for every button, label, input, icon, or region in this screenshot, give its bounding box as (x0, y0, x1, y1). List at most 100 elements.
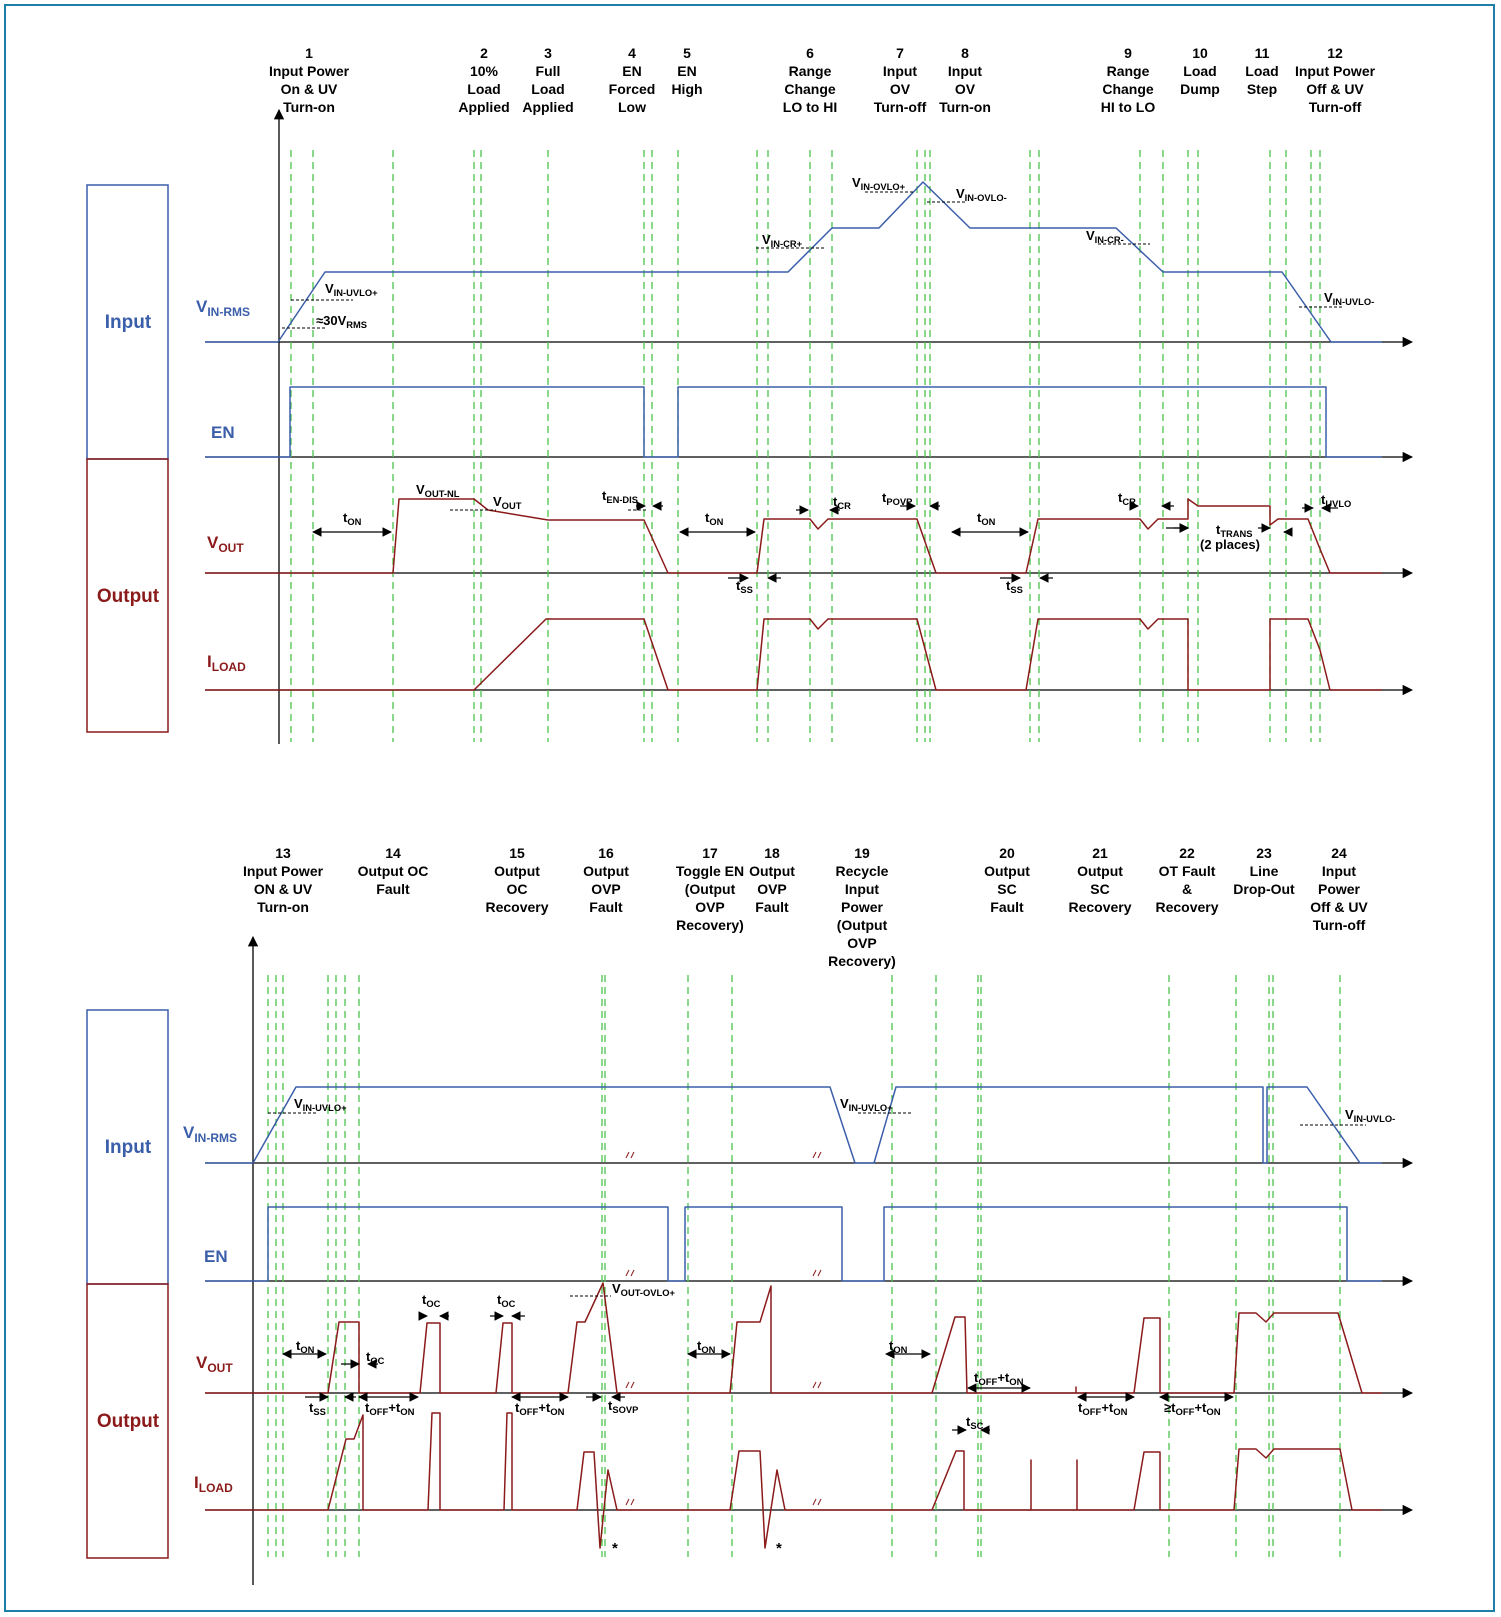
event-label-line: OC (507, 881, 528, 897)
annotation-label: ≈30VRMS (316, 313, 367, 330)
event-label-line: Fault (755, 899, 789, 915)
event-guides-bottom (267, 975, 1341, 1557)
event-label-line: Turn-on (939, 99, 991, 115)
event-header: 11 Load Step (1245, 45, 1278, 97)
event-label-line: Recovery (1155, 899, 1218, 915)
annotation-label: VIN-CR- (1086, 228, 1124, 245)
event-label-line: EN (677, 63, 696, 79)
event-header: 9 Range Change HI to LO (1101, 45, 1156, 115)
toff-ton-label: tOFF+tON (1078, 1400, 1128, 1418)
event-number: 12 (1327, 45, 1343, 61)
axis-breaks (625, 1151, 822, 1506)
event-label-line: Output (494, 863, 540, 879)
event-number: 20 (999, 845, 1015, 861)
event-number: 7 (896, 45, 904, 61)
event-label-line: Input Power (1295, 63, 1376, 79)
event-header: 12 Input Power Off & UV Turn-off (1295, 45, 1376, 115)
annotation-label: tEN-DIS (602, 488, 638, 505)
event-header: 19 Recycle Input Power (Output OVP Recovery) (828, 845, 896, 969)
event-number: 2 (480, 45, 488, 61)
en-label-bottom: EN (204, 1247, 228, 1266)
toff-ton-label: tOFF+tON (974, 1370, 1024, 1388)
event-number: 15 (509, 845, 525, 861)
event-label-line: On & UV (281, 81, 338, 97)
event-number: 11 (1255, 45, 1270, 61)
event-number: 19 (854, 845, 870, 861)
event-number: 5 (683, 45, 691, 61)
vout-label-bottom: VOUT (196, 1353, 233, 1375)
event-number: 4 (628, 45, 636, 61)
event-number: 24 (1331, 845, 1347, 861)
event-number: 14 (385, 845, 401, 861)
event-label-line: Change (1102, 81, 1154, 97)
vin-label-bottom: VIN-RMS (183, 1123, 237, 1145)
vout-label-top: VOUT (207, 533, 244, 555)
annotation-label: VOUT-OVLO+ (612, 1281, 675, 1298)
event-label-line: Applied (458, 99, 509, 115)
event-label-line: Load (1245, 63, 1278, 79)
event-label-line: OVP (757, 881, 787, 897)
annotation-label: tSS (736, 578, 753, 595)
annotation-label: VIN-UVLO+ (325, 281, 378, 298)
annotation-label: tTRANS (1216, 522, 1253, 539)
toff-ton-label: tOFF+tON (365, 1400, 415, 1418)
output-box-bottom: Output (86, 1283, 169, 1559)
annotation-label: tCR (833, 494, 851, 511)
event-label-line: Recovery) (828, 953, 896, 969)
event-label-line: Range (1107, 63, 1150, 79)
annotation-label: tSS (1006, 578, 1023, 595)
event-label-line: Turn-off (1313, 917, 1366, 933)
event-label-line: Load (467, 81, 500, 97)
event-label-line: Toggle EN (676, 863, 744, 879)
event-header: 18 Output OVP Fault (749, 845, 795, 915)
event-header: 21 Output SC Recovery (1068, 845, 1131, 915)
annotation-label: tON (343, 510, 362, 527)
output-box-label: Output (97, 1411, 160, 1432)
event-headers-bottom: 13 Input Power ON & UV Turn-on 14 Output OC Fa… (243, 845, 1368, 969)
event-label-line: Step (1247, 81, 1277, 97)
input-box-top: Input (86, 184, 169, 460)
event-label-line: OV (955, 81, 976, 97)
event-label-line: & (1182, 881, 1192, 897)
event-label-line: Turn-on (283, 99, 335, 115)
annotation-label: VOUT (493, 494, 522, 511)
toff-ton-label: ≥tOFF+tON (1164, 1400, 1221, 1418)
annotation-label: tOC (422, 1292, 441, 1309)
vout-waveform-top (205, 498, 1382, 574)
annotation-label: tSS (309, 1400, 326, 1417)
annotation-label: VIN-UVLO+ (840, 1096, 893, 1113)
event-number: 3 (544, 45, 552, 61)
event-header: 20 Output SC Fault (984, 845, 1030, 915)
annotation-label: VOUT-NL (416, 482, 460, 499)
event-header: 23 Line Drop-Out (1233, 845, 1295, 897)
event-label-line: High (671, 81, 702, 97)
event-header: 7 Input OV Turn-off (874, 45, 927, 115)
iload-label-top: ILOAD (207, 652, 246, 674)
event-label-line: Recovery (1068, 899, 1131, 915)
asterisk-note: * (612, 1540, 618, 1557)
axes-top (205, 108, 1414, 744)
annotation-label: tOC (497, 1292, 516, 1309)
event-label-line: Output (1077, 863, 1123, 879)
annotation-label: tSC (966, 1414, 984, 1431)
event-label-line: Input (883, 63, 918, 79)
annotation-label: tUVLO (1321, 492, 1351, 509)
event-label-line: (Output (685, 881, 736, 897)
event-label-line: Recovery (485, 899, 548, 915)
event-label-line: Dump (1180, 81, 1220, 97)
vin-label-top: VIN-RMS (196, 297, 250, 319)
annotation-label: tON (296, 1338, 315, 1355)
event-label-line: Drop-Out (1233, 881, 1295, 897)
en-waveform-bottom (205, 1206, 1382, 1282)
annotation-label: tON (705, 510, 724, 527)
event-number: 21 (1092, 845, 1108, 861)
vout-waveform-bottom (205, 1282, 1382, 1394)
event-header: 8 Input OV Turn-on (939, 45, 991, 115)
event-label-line: Off & UV (1310, 899, 1368, 915)
event-label-line: (Output (837, 917, 888, 933)
threshold-markers (268, 191, 1366, 1297)
event-header: 14 Output OC Fault (358, 845, 429, 897)
event-label-line: Input (1322, 863, 1357, 879)
event-headers-top: 1 Input Power On & UV Turn-on 2 10% Load Applie… (269, 45, 1376, 115)
